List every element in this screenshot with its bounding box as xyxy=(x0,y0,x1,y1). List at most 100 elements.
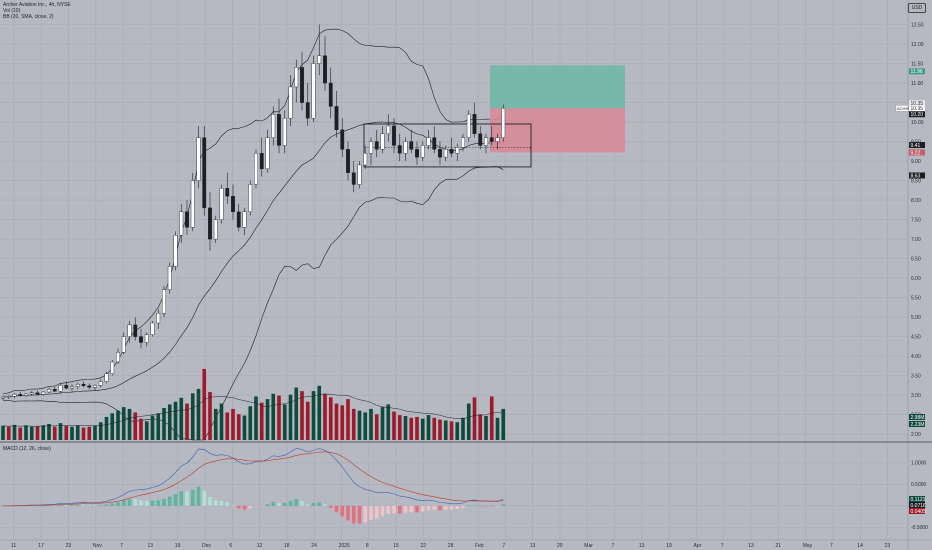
volume-tag-label: 2.98M xyxy=(911,415,925,421)
volume-bar xyxy=(70,426,74,440)
candle-body xyxy=(311,63,316,119)
bb-lower xyxy=(2,166,504,441)
candle-body xyxy=(196,137,201,181)
price-tag-label: 9.22 xyxy=(911,150,921,156)
macd-histogram-bar xyxy=(432,505,437,511)
legend-volume[interactable]: Vol (10) xyxy=(3,8,21,14)
macd-histogram-bar xyxy=(392,505,396,514)
symbol-tag-label: ACHR xyxy=(897,106,908,111)
volume-bar xyxy=(472,397,477,440)
macd-histogram-bar xyxy=(461,505,465,508)
x-tick-label: 24 xyxy=(311,543,317,549)
x-tick-label: 8 xyxy=(366,543,369,549)
volume-bar xyxy=(173,401,178,440)
candle-body xyxy=(501,108,506,138)
x-tick-label: Mar xyxy=(584,543,593,549)
candle-body xyxy=(340,129,345,150)
price-tag-label: 9.41 xyxy=(911,143,921,149)
volume-bar xyxy=(282,404,287,440)
candle-body xyxy=(139,336,143,343)
position-zones xyxy=(363,65,625,168)
volume-bar xyxy=(340,405,345,440)
volume-bar xyxy=(127,408,132,440)
candle-body xyxy=(317,55,322,64)
candle-body xyxy=(323,55,327,84)
price-tag-label: 10.35 xyxy=(911,101,924,107)
macd-histogram-bar xyxy=(495,505,500,507)
price-tag-label: 8.63 xyxy=(911,173,921,179)
volume-bar xyxy=(397,415,402,440)
y-tick-label: 6.50 xyxy=(911,256,921,262)
macd-histogram-bar xyxy=(294,498,299,506)
candle-body xyxy=(254,153,258,185)
candle-body xyxy=(409,141,414,150)
candle-body xyxy=(18,394,23,396)
candle-body xyxy=(173,234,178,267)
x-tick-label: 14 xyxy=(857,543,863,549)
candle-body xyxy=(478,133,483,146)
x-tick-label: 19 xyxy=(666,543,672,549)
symbol-tag-bg xyxy=(895,105,909,112)
time-axis[interactable]: 11 17 23 Nov 7 13 19 Dec 6 12 18 24 2025 8 15 22 28 Feb 7 1… xyxy=(11,543,890,549)
macd-histogram-bar xyxy=(288,500,293,506)
macd-histogram-bar xyxy=(110,503,115,506)
candle-body xyxy=(52,389,57,392)
x-tick-label: 19 xyxy=(175,543,181,549)
candle-body xyxy=(288,86,293,119)
candle-body xyxy=(495,137,500,142)
volume-bar xyxy=(12,424,17,440)
volume-bar xyxy=(162,408,166,440)
volume-bar xyxy=(265,399,270,440)
macd-legend[interactable]: MACD (12, 26, close) xyxy=(3,446,51,452)
legend-bb[interactable]: BB (20, SMA, close, 2) xyxy=(3,14,54,20)
candle-body xyxy=(150,322,155,335)
candle-body xyxy=(1,396,5,399)
macd-histogram-bar xyxy=(438,505,442,511)
macd-histogram-bar xyxy=(202,490,207,506)
volume-bar xyxy=(311,391,316,440)
volume-bar xyxy=(461,417,465,440)
volume-bar xyxy=(75,425,80,440)
candle-body xyxy=(104,373,109,382)
candle-body xyxy=(363,153,368,166)
macd-histogram-bar xyxy=(219,500,224,506)
volume-bar xyxy=(58,423,63,440)
volume-tag-label: 2.23M xyxy=(911,422,925,428)
candle-body xyxy=(81,384,86,386)
legend-symbol[interactable]: Archer Aviation Inc., 4h, NYSE xyxy=(3,2,71,8)
price-axis[interactable]: 12.5012.0011.5011.0010.5010.009.509.008.… xyxy=(895,22,928,531)
volume-bar xyxy=(466,403,471,440)
x-tick-label: Apr xyxy=(694,543,702,549)
candle-body xyxy=(438,149,442,158)
volume-bar xyxy=(323,393,327,440)
volume-bar xyxy=(190,393,195,440)
candle-body xyxy=(357,164,362,185)
volume-bar xyxy=(489,396,494,440)
macd-tag-bg xyxy=(909,502,925,508)
x-tick-label: 11 xyxy=(11,543,16,549)
x-tick-label: 21 xyxy=(775,543,781,549)
x-tick-label: Nov xyxy=(93,543,102,549)
price-tag-bg xyxy=(909,68,925,75)
candle-body xyxy=(156,313,161,324)
candle-body xyxy=(328,82,333,107)
price-tag-label: 10.20 xyxy=(911,112,924,118)
candle-body xyxy=(64,385,69,389)
x-tick-label: 2025 xyxy=(339,543,350,549)
x-tick-label: 13 xyxy=(639,543,645,549)
volume-bar xyxy=(121,407,126,440)
currency-button[interactable]: USD xyxy=(908,3,926,13)
volume-bar xyxy=(271,393,276,440)
y-tick-label: 5.50 xyxy=(911,295,921,301)
x-tick-label: Dec xyxy=(202,543,211,549)
macd-histogram-bar xyxy=(449,505,454,510)
volume-bar xyxy=(35,426,40,440)
volume-bar xyxy=(415,416,419,440)
volume-bar xyxy=(87,426,92,440)
macd-histogram-bar xyxy=(150,500,155,506)
volume-bar xyxy=(208,392,212,440)
macd-histogram-bar xyxy=(196,486,201,506)
candle-body xyxy=(380,133,385,150)
volume-bar xyxy=(432,417,437,440)
